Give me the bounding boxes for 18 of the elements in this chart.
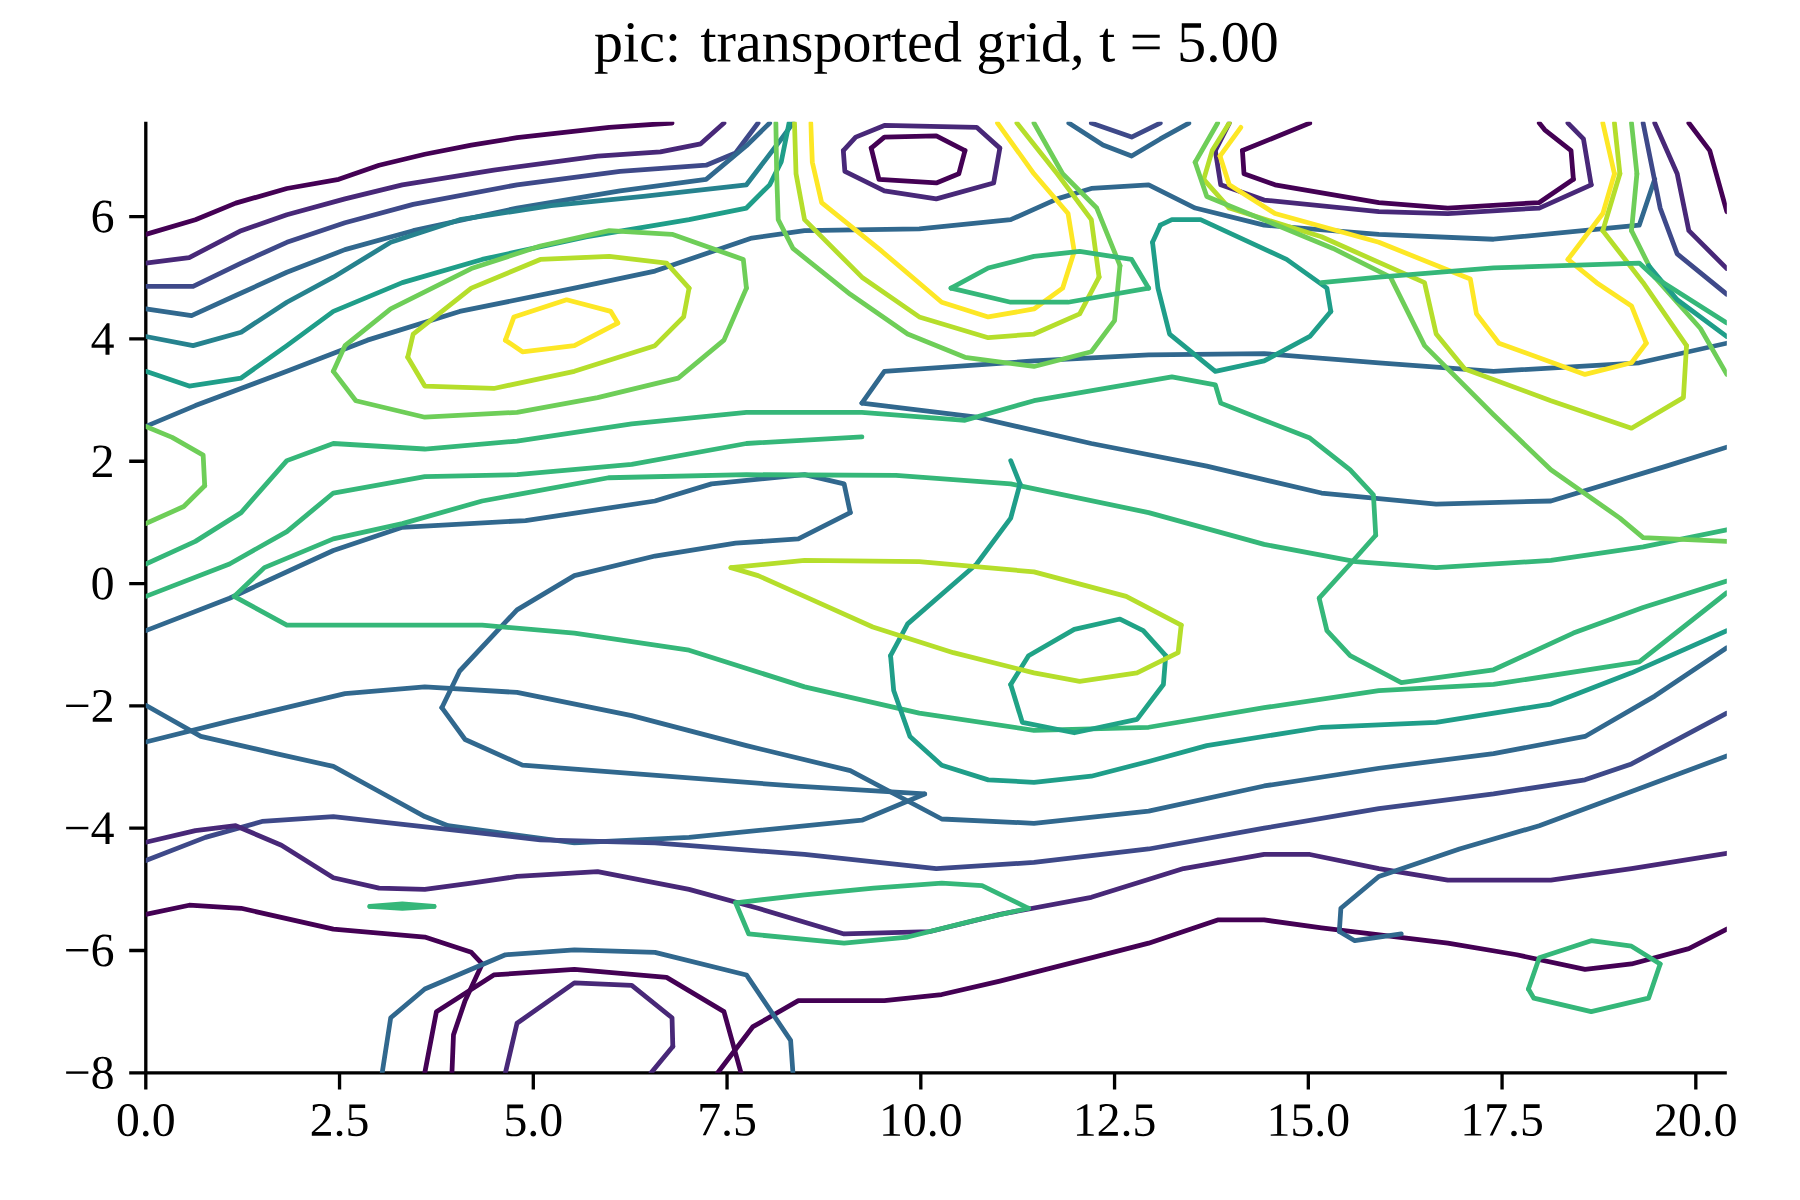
y-tick-label: −6 [66,934,114,967]
x-tick-label: 0.0 [117,1104,174,1137]
x-tick-label: 7.5 [700,1104,756,1136]
y-tick-label: 6 [92,200,114,233]
x-tick-label: 10.0 [883,1104,961,1137]
x-tick-label: 20.0 [1656,1104,1736,1137]
x-tick-label: 5.0 [506,1104,562,1137]
y-tick-label: −8 [66,1056,113,1089]
x-tick-label: 17.5 [1464,1104,1542,1137]
x-tick-label: 12.5 [1076,1104,1155,1137]
x-tick-label: 15.0 [1270,1104,1349,1137]
y-tick-label: 0 [92,567,113,600]
y-tick-label: 2 [92,445,112,478]
y-tick-label: −2 [66,690,112,722]
x-tick-label: 2.5 [311,1104,368,1137]
y-tick-label: −4 [66,812,114,844]
y-tick-label: 4 [91,323,114,355]
chart-title: pic: transported grid, t = 5.00 [594,21,1277,74]
